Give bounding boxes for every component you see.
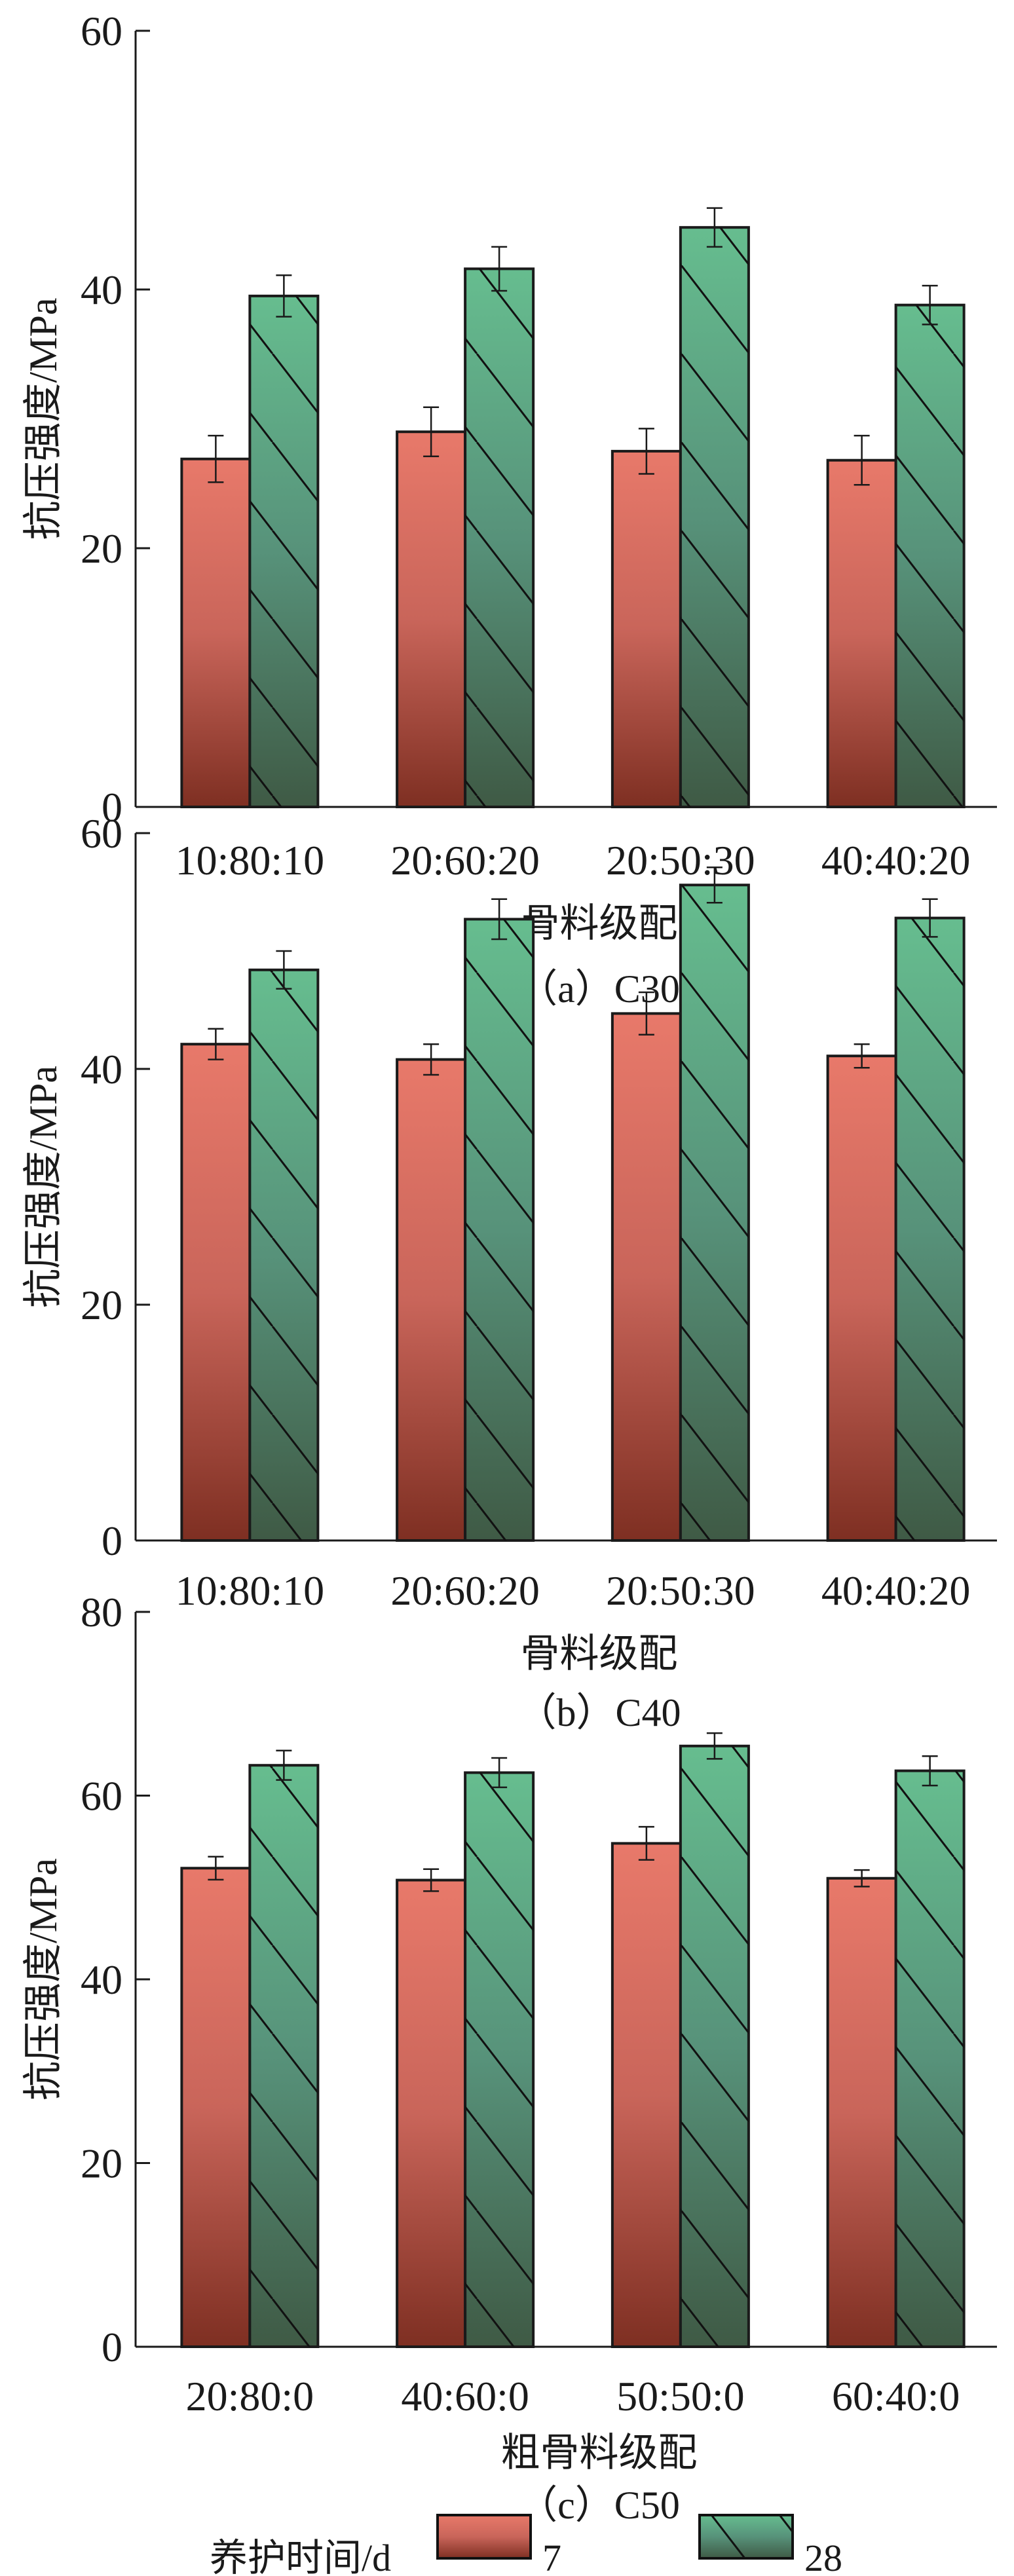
legend-label-28: 28 bbox=[804, 2537, 842, 2576]
bar-hatch-50:50:0 bbox=[680, 1745, 749, 2347]
chart-caption: （b）C40 bbox=[517, 1691, 681, 1734]
bar-7d-20:60:20 bbox=[396, 1058, 467, 1542]
y-tick-label: 0 bbox=[102, 784, 122, 831]
bar-7d-60:40:0 bbox=[826, 1876, 897, 2349]
legend: 养护时间/d 7 28 bbox=[210, 2514, 842, 2576]
bar-7d-10:80:10 bbox=[180, 457, 252, 808]
bar-hatch-40:40:20 bbox=[895, 305, 964, 807]
bar-7d-40:60:0 bbox=[396, 1878, 467, 2348]
x-tick-label: 20:60:20 bbox=[390, 837, 540, 884]
legend-swatch-28-hatch bbox=[698, 2514, 794, 2560]
x-tick-label: 40:40:20 bbox=[821, 837, 971, 884]
bar-hatch-20:50:30 bbox=[680, 227, 749, 807]
bar-7d-20:80:0 bbox=[180, 1867, 252, 2349]
y-tick-label: 0 bbox=[102, 2324, 122, 2370]
legend-swatch-7 bbox=[436, 2514, 532, 2560]
chart-caption: （c）C50 bbox=[518, 2484, 680, 2527]
y-tick-label: 40 bbox=[81, 1956, 122, 2003]
bar-7d-20:50:30 bbox=[610, 449, 682, 808]
bar-hatch-20:50:30 bbox=[680, 885, 749, 1540]
y-tick-label: 40 bbox=[81, 267, 122, 313]
x-axis-label: 骨料级配 bbox=[521, 1632, 678, 1675]
x-axis-label: 粗骨料级配 bbox=[501, 2431, 698, 2474]
y-tick-label: 20 bbox=[81, 1282, 122, 1328]
x-tick-label: 20:50:30 bbox=[606, 837, 755, 884]
y-tick-label: 60 bbox=[81, 8, 122, 54]
bar-7d-40:40:20 bbox=[826, 1055, 897, 1542]
y-tick-label: 80 bbox=[81, 1589, 122, 1635]
bar-hatch-40:60:0 bbox=[465, 1772, 534, 2347]
y-axis-label: 抗压强度/MPa bbox=[22, 1066, 65, 1308]
bar-hatch-60:40:0 bbox=[895, 1770, 964, 2347]
chart-caption: （a）C30 bbox=[518, 967, 680, 1011]
x-tick-label: 10:80:10 bbox=[176, 1567, 325, 1614]
legend-label-7: 7 bbox=[542, 2537, 561, 2576]
bar-hatch-20:80:0 bbox=[250, 1765, 318, 2347]
x-tick-label: 40:60:0 bbox=[401, 2373, 529, 2419]
bar-hatch-20:60:20 bbox=[465, 919, 534, 1540]
x-axis-label: 骨料级配 bbox=[521, 902, 678, 945]
legend-title: 养护时间/d bbox=[210, 2537, 391, 2576]
y-tick-label: 20 bbox=[81, 2140, 122, 2187]
chart-panel-b: 0 20 40 60 抗压强度/MPa 10:80:10 20:60:20 20:50:30 4… bbox=[22, 810, 997, 1734]
x-tick-label: 20:60:20 bbox=[390, 1567, 540, 1614]
y-tick-label: 20 bbox=[81, 525, 122, 572]
x-tick-label: 10:80:10 bbox=[176, 837, 325, 884]
x-tick-label: 20:80:0 bbox=[186, 2373, 314, 2419]
bar-hatch-40:40:20 bbox=[895, 918, 964, 1540]
y-axis-label: 抗压强度/MPa bbox=[22, 1858, 65, 2100]
bar-7d-40:40:20 bbox=[826, 458, 897, 808]
bar-7d-50:50:0 bbox=[610, 1842, 682, 2348]
y-tick-label: 40 bbox=[81, 1046, 122, 1092]
chart-panel-c: 0 20 40 60 80 抗压强度/MPa 20:80:0 40:60:0 50:50:0 60… bbox=[22, 1589, 997, 2527]
bar-7d-20:50:30 bbox=[610, 1012, 682, 1542]
bar-hatch-10:80:10 bbox=[250, 969, 318, 1540]
x-tick-label: 60:40:0 bbox=[832, 2373, 960, 2419]
x-tick-label: 50:50:0 bbox=[616, 2373, 745, 2419]
bar-7d-10:80:10 bbox=[180, 1043, 252, 1542]
bar-hatch-10:80:10 bbox=[250, 295, 318, 807]
y-tick-label: 0 bbox=[102, 1518, 122, 1564]
x-tick-label: 40:40:20 bbox=[821, 1567, 971, 1614]
y-tick-label: 60 bbox=[81, 1773, 122, 1820]
bar-7d-20:60:20 bbox=[396, 430, 467, 808]
y-axis-label: 抗压强度/MPa bbox=[22, 297, 65, 540]
x-tick-label: 20:50:30 bbox=[606, 1567, 755, 1614]
chart-panel-a: 0 20 40 60 抗压强度/MPa 10:80:10 20:60:20 20:50:30 4… bbox=[22, 8, 997, 1011]
bar-hatch-20:60:20 bbox=[465, 269, 534, 807]
y-tick-label: 60 bbox=[81, 810, 122, 857]
